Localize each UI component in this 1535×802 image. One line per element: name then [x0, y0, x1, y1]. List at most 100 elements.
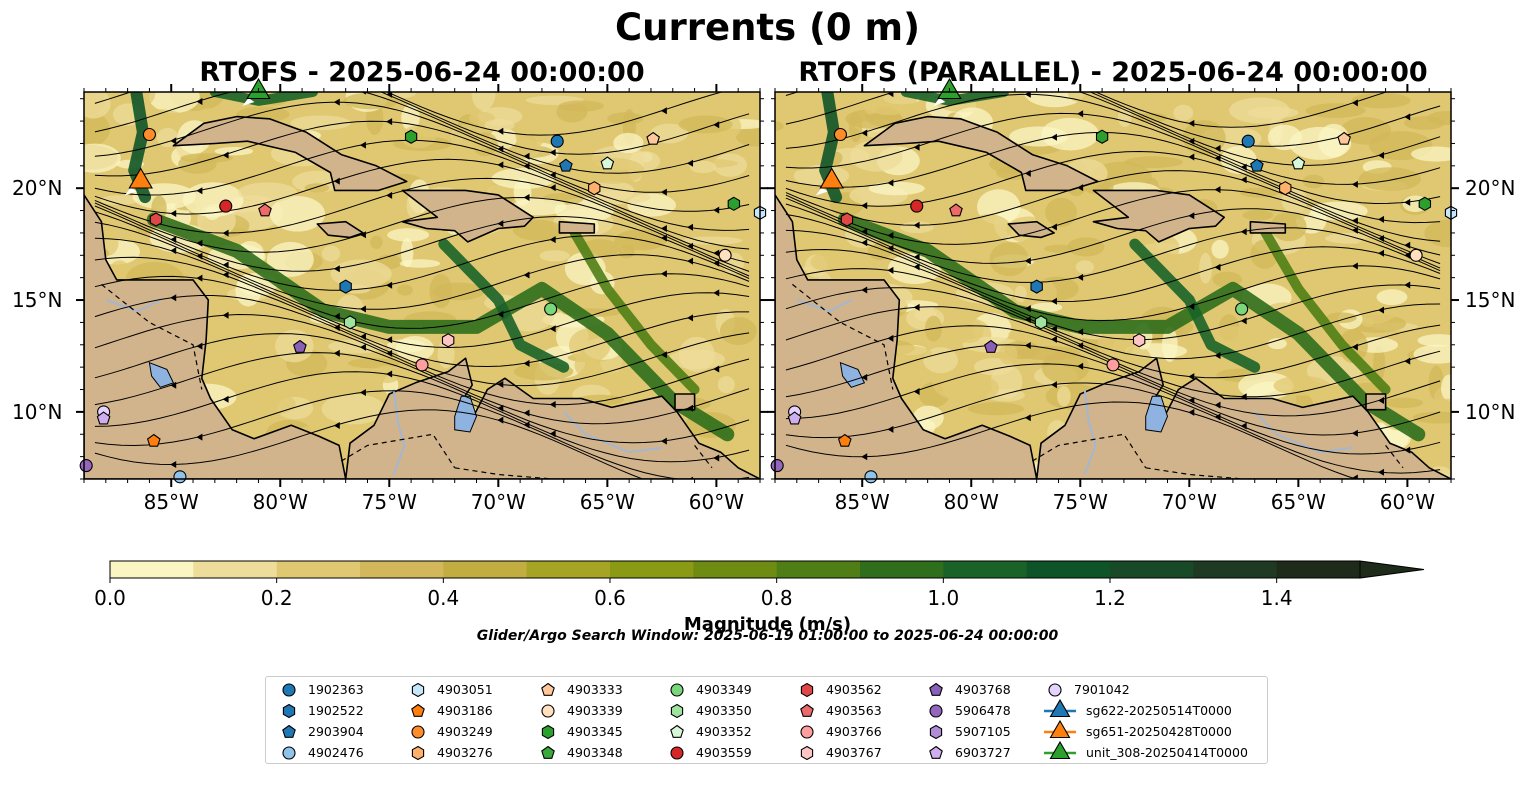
magnitude-patch: [1030, 302, 1063, 312]
magnitude-patch: [1273, 375, 1330, 396]
river-line: [1253, 411, 1354, 454]
streamline-arrow: [1077, 110, 1084, 118]
legend-item: 4903333: [537, 679, 623, 700]
streamline: [785, 131, 1441, 224]
magnitude-patch: [591, 190, 651, 205]
float-4903767: [441, 333, 455, 348]
magnitude-patch: [1135, 112, 1168, 123]
legend-item: 7901042: [1044, 679, 1130, 700]
float-2903904: [1250, 158, 1264, 172]
legend-circle-icon: [541, 704, 555, 718]
glider-sg651-20250428T0000: [128, 167, 153, 189]
colorbar-bin: [860, 561, 944, 578]
magnitude-patch: [401, 104, 420, 131]
streamline-arrow: [523, 152, 530, 160]
float-4903186: [837, 433, 852, 447]
streamline-arrow: [1077, 342, 1084, 350]
legend-pentagon-icon: [541, 745, 555, 759]
colorbar-tick-label: 0.0: [94, 586, 126, 610]
streamline-arrow: [196, 187, 203, 195]
streamline-arrow: [497, 127, 504, 135]
streamline-arrow: [170, 236, 177, 244]
magnitude-patch: [1041, 351, 1090, 384]
streamline: [785, 382, 1441, 474]
legend-circle-icon: [670, 683, 684, 697]
streamline-arrow: [1378, 306, 1385, 314]
streamline-arrow: [887, 266, 894, 274]
figure-title: Currents (0 m): [614, 6, 920, 49]
colorbar-bin: [776, 561, 861, 578]
streamline-arrow: [1351, 99, 1358, 107]
streamline-arrow: [661, 482, 667, 489]
legend-label: 4903051: [437, 682, 493, 697]
magnitude-patch: [100, 195, 138, 206]
current-jet: [900, 92, 1009, 106]
streamline: [94, 158, 750, 250]
streamline-arrow: [523, 421, 530, 429]
float-4903350: [343, 315, 357, 330]
magnitude-patch: [241, 391, 296, 416]
streamline: [785, 170, 1441, 256]
legend: 1902363 1902522 2903904 4902476 4903051 49031…: [265, 676, 1268, 764]
magnitude-patch: [701, 268, 719, 290]
magnitude-patch: [1014, 285, 1027, 303]
colorbar-tick-label: 1.4: [1260, 586, 1293, 610]
legend-item: unit_308-20250414T0000: [1044, 740, 1248, 763]
magnitude-patch: [1211, 239, 1229, 259]
float-4903559: [910, 199, 924, 213]
streamline-arrow: [1351, 262, 1358, 270]
legend-label: 4903276: [437, 745, 493, 760]
streamline-arrow: [1378, 151, 1385, 159]
streamline-arrow: [887, 231, 894, 239]
magnitude-patch: [292, 170, 343, 193]
current-jet: [209, 92, 318, 106]
streamline-arrow: [887, 334, 894, 342]
streamline-arrow: [333, 349, 340, 357]
legend-item: 1902363: [278, 679, 364, 700]
colorbar-tick-label: 0.8: [760, 586, 793, 610]
float-4903345: [1095, 129, 1109, 144]
streamline-arrow: [1214, 186, 1221, 194]
legend-label: 4903766: [826, 724, 882, 739]
streamline-arrow: [549, 236, 556, 244]
float-4903333: [646, 131, 660, 145]
legend-pentagon-icon: [411, 703, 425, 717]
streamline-arrow: [386, 281, 393, 289]
streamlines: [785, 92, 1441, 479]
legend-marker: [929, 682, 943, 696]
magnitude-patch: [290, 115, 351, 131]
legend-pentagon-icon: [541, 682, 555, 696]
legend-item: 5906478: [925, 700, 1011, 721]
streamline-arrow: [1378, 215, 1385, 223]
streamline-arrow: [1024, 257, 1031, 265]
legend-label: 4903349: [696, 682, 752, 697]
streamline: [94, 196, 750, 272]
legend-marker: [541, 724, 555, 740]
streamline: [94, 352, 750, 444]
magnitude-patch: [1326, 312, 1357, 324]
streamline-arrow: [222, 261, 229, 269]
streamline-arrow: [861, 286, 868, 294]
streamline-arrow: [1188, 212, 1195, 220]
magnitude-patch: [613, 132, 644, 154]
border-line: [340, 433, 456, 469]
legend-item: 1902522: [278, 700, 364, 721]
streamline-arrow: [222, 151, 229, 159]
float-4903186: [146, 433, 161, 447]
legend-item: 2903904: [278, 721, 364, 742]
x-tick-label: 85°W: [143, 490, 199, 514]
streamline-arrow: [523, 409, 530, 417]
streamline-arrow: [687, 257, 694, 265]
magnitude-patch: [197, 108, 221, 121]
magnitude-patch: [689, 160, 717, 174]
magnitude-patch: [1162, 327, 1178, 362]
streamline-arrow: [497, 161, 504, 169]
streamline-arrow: [1024, 341, 1031, 349]
legend-item: 4903563: [796, 700, 882, 721]
legend-label: 1902522: [308, 703, 364, 718]
legend-marker: [282, 683, 296, 697]
streamline-arrow: [1024, 92, 1031, 98]
legend-marker: [929, 704, 943, 718]
legend-pentagon-icon: [282, 724, 296, 738]
streamline-arrow: [1050, 133, 1057, 141]
